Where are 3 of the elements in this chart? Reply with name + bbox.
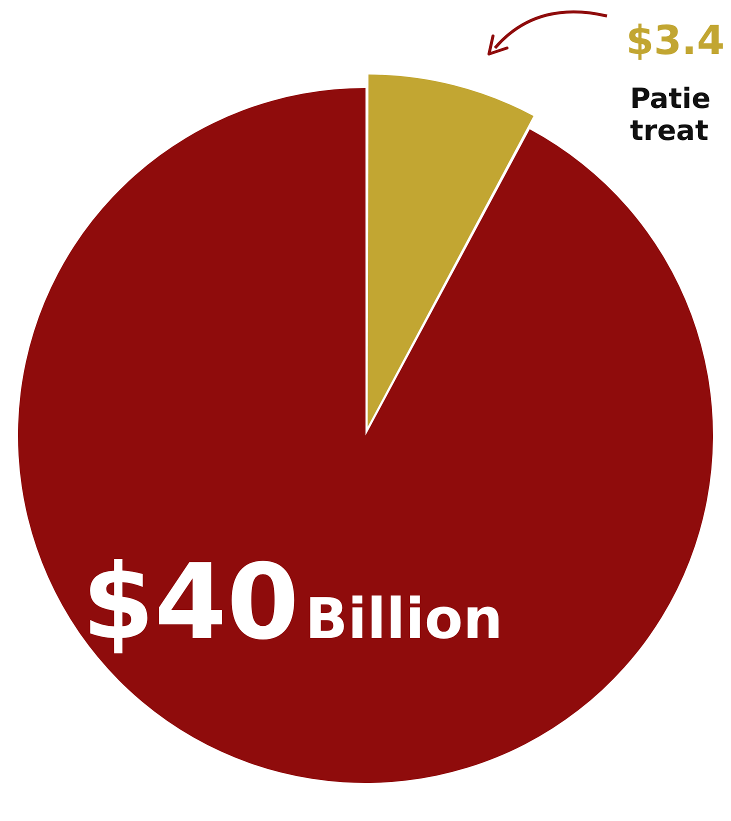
- text: Patie: [630, 82, 711, 115]
- text: $3.4: [626, 18, 725, 64]
- text: treat: [630, 114, 708, 147]
